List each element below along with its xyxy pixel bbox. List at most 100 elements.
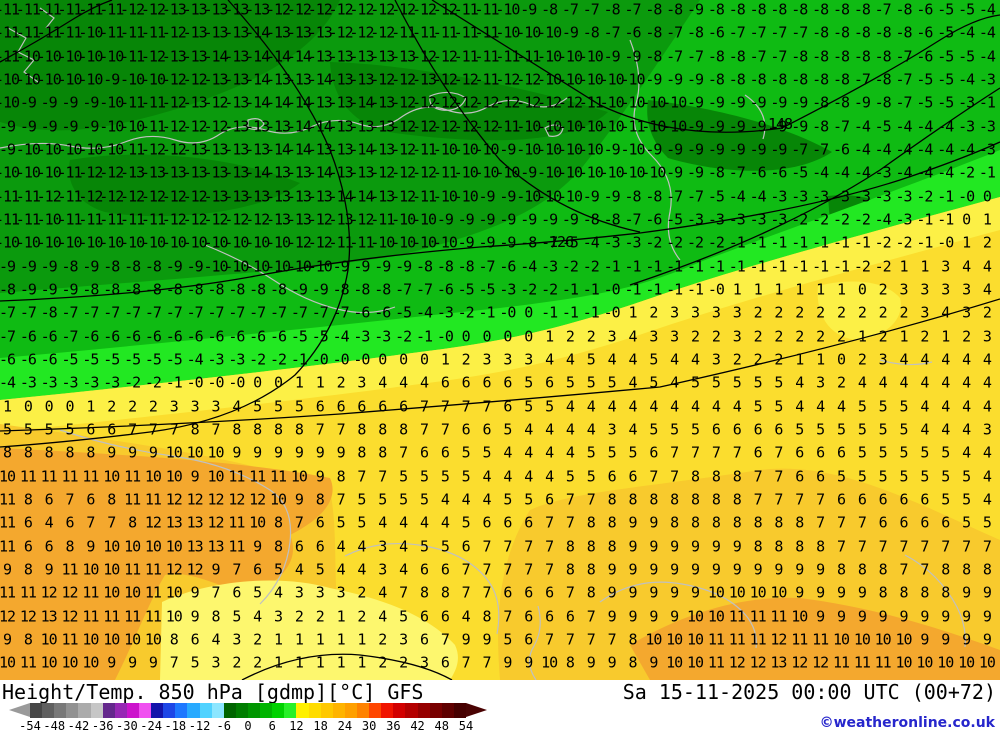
temperature-value: 10 bbox=[124, 539, 141, 554]
temperature-value: -12 bbox=[287, 235, 312, 251]
temperature-value: -10 bbox=[454, 142, 479, 157]
temperature-value: 6 bbox=[316, 539, 325, 554]
temperature-value: 9 bbox=[211, 562, 220, 577]
temperature-value: 7 bbox=[774, 469, 783, 484]
temperature-value: -7 bbox=[896, 95, 913, 111]
temperature-value: 6 bbox=[420, 562, 429, 577]
temperature-value: -13 bbox=[370, 95, 395, 111]
temperature-value: 2 bbox=[879, 282, 888, 297]
temperature-value: -2 bbox=[958, 165, 975, 181]
temperature-value: -7 bbox=[624, 2, 641, 18]
temperature-value: -10 bbox=[162, 235, 187, 251]
temperature-value: 9 bbox=[608, 655, 617, 671]
temperature-value: 4 bbox=[962, 352, 971, 367]
temperature-value: 8 bbox=[45, 445, 54, 461]
temperature-value: 3 bbox=[712, 305, 721, 321]
temperature-value: 7 bbox=[816, 492, 825, 507]
temperature-value: -12 bbox=[245, 212, 270, 227]
temperature-value: -10 bbox=[600, 72, 625, 87]
temperature-value: 5 bbox=[608, 375, 617, 391]
temperature-value: 9 bbox=[649, 585, 658, 601]
temperature-value: 4 bbox=[920, 399, 929, 414]
temperature-value: -13 bbox=[266, 119, 291, 134]
temperature-value: 5 bbox=[24, 422, 33, 437]
temperature-value: 11 bbox=[20, 585, 37, 601]
temperature-value: 4 bbox=[462, 609, 471, 624]
watermark-link[interactable]: ©weatheronline.co.uk bbox=[820, 715, 995, 731]
temperature-value: 1 bbox=[754, 282, 763, 297]
temperature-value: 5 bbox=[962, 469, 971, 484]
colorbar-segment bbox=[308, 703, 321, 718]
temperature-value: 7 bbox=[837, 515, 846, 531]
temperature-value: 7 bbox=[920, 562, 929, 577]
temperature-value: 8 bbox=[24, 562, 33, 577]
temperature-value: 0 bbox=[253, 375, 262, 391]
temperature-value: 8 bbox=[774, 539, 783, 554]
temperature-value: 5 bbox=[503, 632, 512, 647]
coastline bbox=[599, 581, 757, 649]
temperature-value: 8 bbox=[608, 539, 617, 554]
temperature-value: -12 bbox=[266, 2, 291, 18]
colorbar-segment bbox=[344, 703, 357, 718]
temperature-value: 8 bbox=[795, 539, 804, 554]
temperature-value: 6 bbox=[795, 445, 804, 461]
temperature-value: 7 bbox=[211, 585, 220, 601]
temperature-value: -10 bbox=[433, 235, 458, 251]
temperature-value: 7 bbox=[399, 585, 408, 601]
temperature-value: 9 bbox=[774, 562, 783, 577]
temperature-value: 10 bbox=[687, 632, 704, 647]
temperature-value: -10 bbox=[537, 165, 562, 181]
temperature-value: -10 bbox=[641, 165, 666, 181]
temperature-value: 9 bbox=[253, 445, 262, 461]
temperature-value: -6 bbox=[103, 329, 120, 344]
temperature-value: -5 bbox=[937, 95, 954, 111]
temperature-value: -11 bbox=[412, 142, 437, 157]
temperature-value: -7 bbox=[249, 305, 266, 321]
temperature-value: -1 bbox=[729, 259, 746, 274]
colorbar-segment bbox=[453, 703, 466, 718]
temperature-value: -8 bbox=[729, 2, 746, 18]
temperature-value: 7 bbox=[670, 469, 679, 484]
temperature-value: 2 bbox=[649, 305, 658, 321]
temperature-value: -5 bbox=[62, 352, 79, 367]
temperature-value: 5 bbox=[587, 445, 596, 461]
temperature-value: -8 bbox=[124, 282, 141, 297]
temperature-value: 10 bbox=[82, 562, 99, 577]
temperature-value: 5 bbox=[378, 492, 387, 507]
temperature-value: -13 bbox=[203, 25, 228, 41]
temperature-value: 6 bbox=[462, 539, 471, 554]
temperature-value: -1 bbox=[750, 259, 767, 274]
temperature-value: 2 bbox=[879, 305, 888, 321]
temperature-value: 9 bbox=[670, 609, 679, 624]
temperature-value: 11 bbox=[708, 632, 725, 647]
temperature-value: 8 bbox=[628, 492, 637, 507]
temperature-value: 10 bbox=[62, 655, 79, 671]
temperature-value: 6 bbox=[524, 585, 533, 601]
temperature-value: 3 bbox=[816, 375, 825, 391]
colorbar-tick-label: -36 bbox=[92, 719, 114, 733]
temperature-value: -8 bbox=[791, 49, 808, 64]
field-green-darkest-2 bbox=[69, 154, 300, 217]
temperature-value: 9 bbox=[691, 585, 700, 601]
temperature-value: 4 bbox=[900, 352, 909, 367]
temperature-value: -10 bbox=[558, 119, 583, 134]
temperature-value: -12 bbox=[120, 189, 145, 204]
temperature-value: -10 bbox=[308, 259, 333, 274]
colorbar-tick-label: -42 bbox=[68, 719, 90, 733]
temperature-value: -1 bbox=[750, 235, 767, 251]
temperature-value: -12 bbox=[537, 95, 562, 111]
temperature-value: 4 bbox=[670, 375, 679, 391]
temperature-value: 7 bbox=[337, 492, 346, 507]
temperature-value: -9 bbox=[708, 95, 725, 111]
temperature-value: 12 bbox=[228, 492, 245, 507]
temperature-value: 8 bbox=[24, 445, 33, 461]
temperature-value: -14 bbox=[329, 189, 354, 204]
temperature-value: -11 bbox=[0, 212, 20, 227]
temperature-value: 11 bbox=[0, 585, 16, 601]
temperature-value: -4 bbox=[958, 142, 975, 157]
temperature-value: 12 bbox=[166, 492, 183, 507]
temperature-value: 5 bbox=[462, 469, 471, 484]
temperature-value: 10 bbox=[41, 632, 58, 647]
temperature-value: -3 bbox=[20, 375, 37, 391]
temperature-value: -12 bbox=[391, 142, 416, 157]
